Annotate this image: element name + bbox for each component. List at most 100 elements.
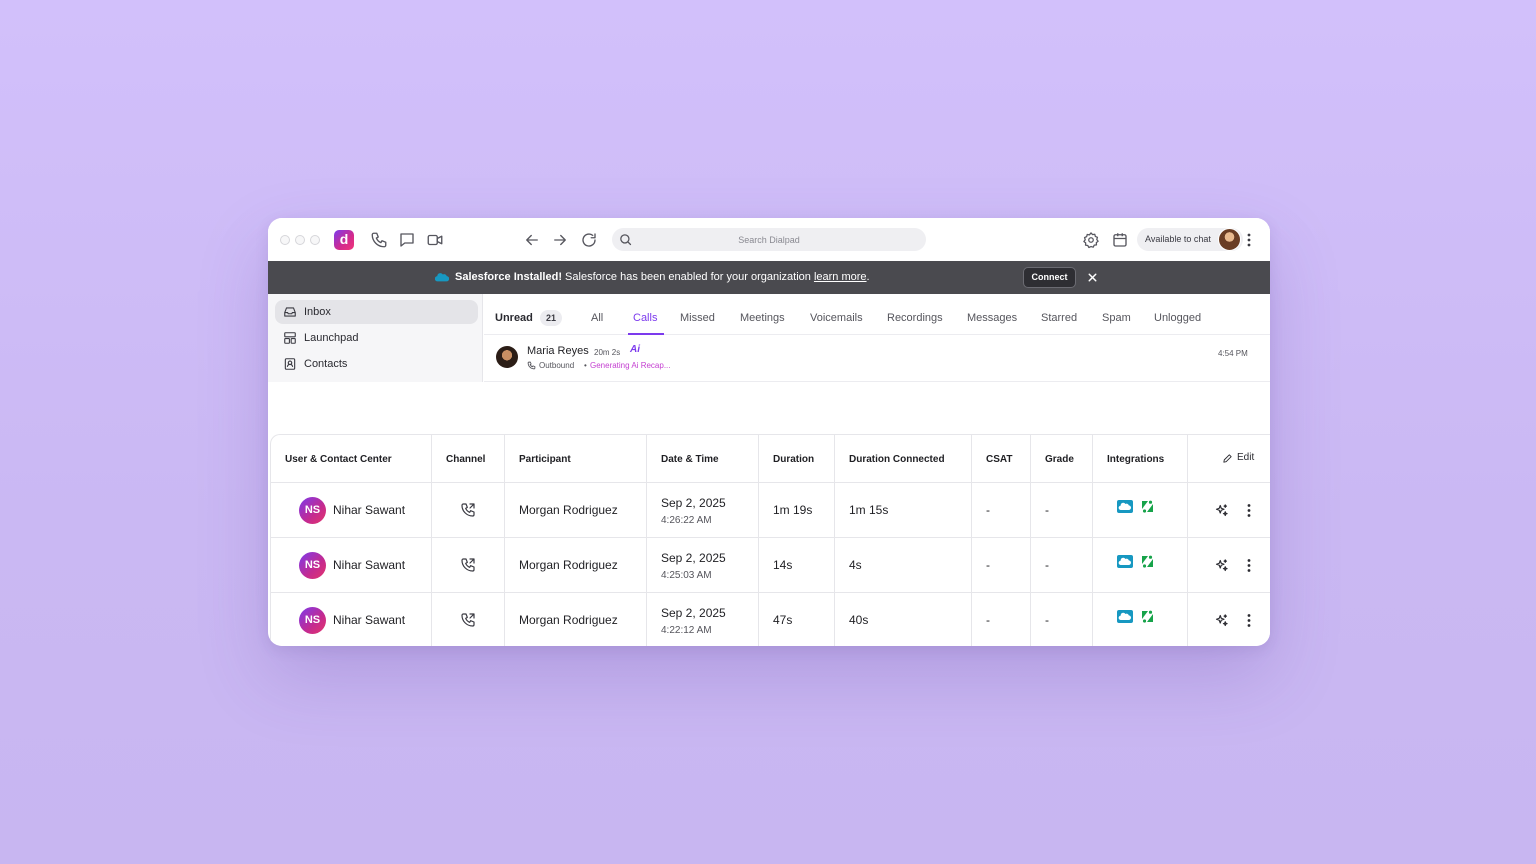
column-header-label: User & Contact Center <box>285 454 392 465</box>
calendar-icon[interactable] <box>1111 231 1129 249</box>
integrations-cell <box>1093 483 1188 538</box>
integrations-cell <box>1093 593 1188 646</box>
duration-connected-value: 40s <box>849 613 869 627</box>
avatar: NS <box>299 497 326 524</box>
duration-connected-value: 4s <box>849 558 862 572</box>
tab-calls[interactable]: Calls <box>633 312 658 324</box>
search-bar[interactable] <box>612 228 926 251</box>
refresh-icon[interactable] <box>580 231 598 249</box>
duration-connected-value: 1m 15s <box>849 503 889 517</box>
banner-text: Salesforce has been enabled for your org… <box>562 271 814 283</box>
column-header-date-time[interactable]: Date & Time <box>647 435 759 483</box>
more-vertical-icon[interactable] <box>1244 231 1254 249</box>
tab-messages[interactable]: Messages <box>967 312 1018 324</box>
tab-meetings[interactable]: Meetings <box>740 312 785 324</box>
chat-icon[interactable] <box>398 231 416 249</box>
active-tab-indicator <box>628 333 664 335</box>
outbound-call-icon <box>461 558 475 572</box>
more-vertical-icon[interactable] <box>1244 503 1254 518</box>
gear-icon[interactable] <box>1082 231 1100 249</box>
tab-all[interactable]: All <box>591 312 604 324</box>
column-header-duration-connected[interactable]: Duration Connected <box>835 435 972 483</box>
availability-status[interactable]: Available to chat <box>1137 228 1243 251</box>
grade-value: - <box>1045 613 1049 627</box>
column-header-csat[interactable]: CSAT <box>972 435 1031 483</box>
avatar: NS <box>299 607 326 634</box>
csat-cell: - <box>972 593 1031 646</box>
ai-badge: Ai <box>630 344 640 355</box>
calls-table: User & Contact Center Channel Participan… <box>270 434 1270 646</box>
phone-icon[interactable] <box>370 231 388 249</box>
salesforce-icon[interactable] <box>1117 610 1133 623</box>
column-header-duration[interactable]: Duration <box>759 435 835 483</box>
grade-cell: - <box>1031 483 1093 538</box>
more-vertical-icon[interactable] <box>1244 613 1254 628</box>
column-header-integrations[interactable]: Integrations <box>1093 435 1188 483</box>
tab-starred[interactable]: Starred <box>1041 312 1078 324</box>
tab-unread[interactable]: Unread <box>495 312 533 324</box>
sidebar: Inbox Launchpad Contacts <box>268 294 483 382</box>
table-row[interactable]: NS Nihar Sawant Morgan Rodriguez Sep 2, … <box>271 483 1270 538</box>
salesforce-icon[interactable] <box>1117 555 1133 568</box>
duration-value: 14s <box>773 558 793 572</box>
column-header-user[interactable]: User & Contact Center <box>271 435 432 483</box>
tab-unlogged[interactable]: Unlogged <box>1154 312 1202 324</box>
ai-sparkle-icon[interactable] <box>1214 558 1229 573</box>
column-header-label: Integrations <box>1107 454 1165 465</box>
forward-arrow-icon[interactable] <box>551 231 569 249</box>
more-vertical-icon[interactable] <box>1244 558 1254 573</box>
edit-columns-button[interactable]: Edit <box>1222 452 1262 466</box>
tab-missed[interactable]: Missed <box>680 312 715 324</box>
participant-name: Morgan Rodriguez <box>519 503 618 517</box>
zendesk-icon[interactable] <box>1141 500 1154 513</box>
ai-sparkle-icon[interactable] <box>1214 613 1229 628</box>
actions-cell <box>1188 593 1270 646</box>
zendesk-icon[interactable] <box>1141 555 1154 568</box>
table-row[interactable]: NS Nihar Sawant Morgan Rodriguez Sep 2, … <box>271 538 1270 593</box>
tab-recordings[interactable]: Recordings <box>887 312 943 324</box>
sidebar-item-launchpad[interactable]: Launchpad <box>275 326 478 350</box>
column-header-label: Date & Time <box>661 454 719 465</box>
participant-name: Morgan Rodriguez <box>519 613 618 627</box>
back-arrow-icon[interactable] <box>523 231 541 249</box>
zendesk-icon[interactable] <box>1141 610 1154 623</box>
pencil-icon <box>1223 454 1232 463</box>
inbox-icon <box>284 307 296 317</box>
outbound-call-icon <box>527 361 536 370</box>
csat-value: - <box>986 503 990 517</box>
tab-voicemails[interactable]: Voicemails <box>810 312 863 324</box>
sidebar-item-contacts[interactable]: Contacts <box>275 352 478 376</box>
maximize-window-button[interactable] <box>310 235 320 245</box>
user-cell: NS Nihar Sawant <box>271 593 432 646</box>
list-item[interactable]: Maria Reyes 20m 2s Ai Outbound • Generat… <box>484 336 1270 382</box>
ai-sparkle-icon[interactable] <box>1214 503 1229 518</box>
connect-button[interactable]: Connect <box>1023 267 1076 288</box>
banner-title: Salesforce Installed! <box>455 271 562 283</box>
column-header-participant[interactable]: Participant <box>505 435 647 483</box>
close-window-button[interactable] <box>280 235 290 245</box>
title-bar: d Available to chat <box>268 218 1270 261</box>
close-icon[interactable] <box>1086 271 1099 284</box>
avatar: NS <box>299 552 326 579</box>
sidebar-item-inbox[interactable]: Inbox <box>275 300 478 324</box>
minimize-window-button[interactable] <box>295 235 305 245</box>
dialpad-logo[interactable]: d <box>334 230 354 250</box>
salesforce-icon[interactable] <box>1117 500 1133 513</box>
banner-message: Salesforce Installed! Salesforce has bee… <box>455 271 870 283</box>
launchpad-icon <box>284 332 296 344</box>
tab-spam[interactable]: Spam <box>1102 312 1131 324</box>
user-avatar[interactable] <box>1218 228 1241 251</box>
search-input[interactable] <box>636 228 902 251</box>
learn-more-link[interactable]: learn more <box>813 271 867 283</box>
csat-value: - <box>986 613 990 627</box>
video-icon[interactable] <box>426 231 444 249</box>
grade-value: - <box>1045 558 1049 572</box>
integrations-cell <box>1093 538 1188 593</box>
column-header-channel[interactable]: Channel <box>432 435 505 483</box>
ai-recap-status: Generating Ai Recap... <box>590 361 671 370</box>
logo-letter: d <box>339 231 349 247</box>
column-header-grade[interactable]: Grade <box>1031 435 1093 483</box>
column-header-label: Duration <box>773 454 815 465</box>
table-row[interactable]: NS Nihar Sawant Morgan Rodriguez Sep 2, … <box>271 593 1270 646</box>
inbox-tabs: Unread 21 All Calls Missed Meetings Voic… <box>484 294 1270 335</box>
